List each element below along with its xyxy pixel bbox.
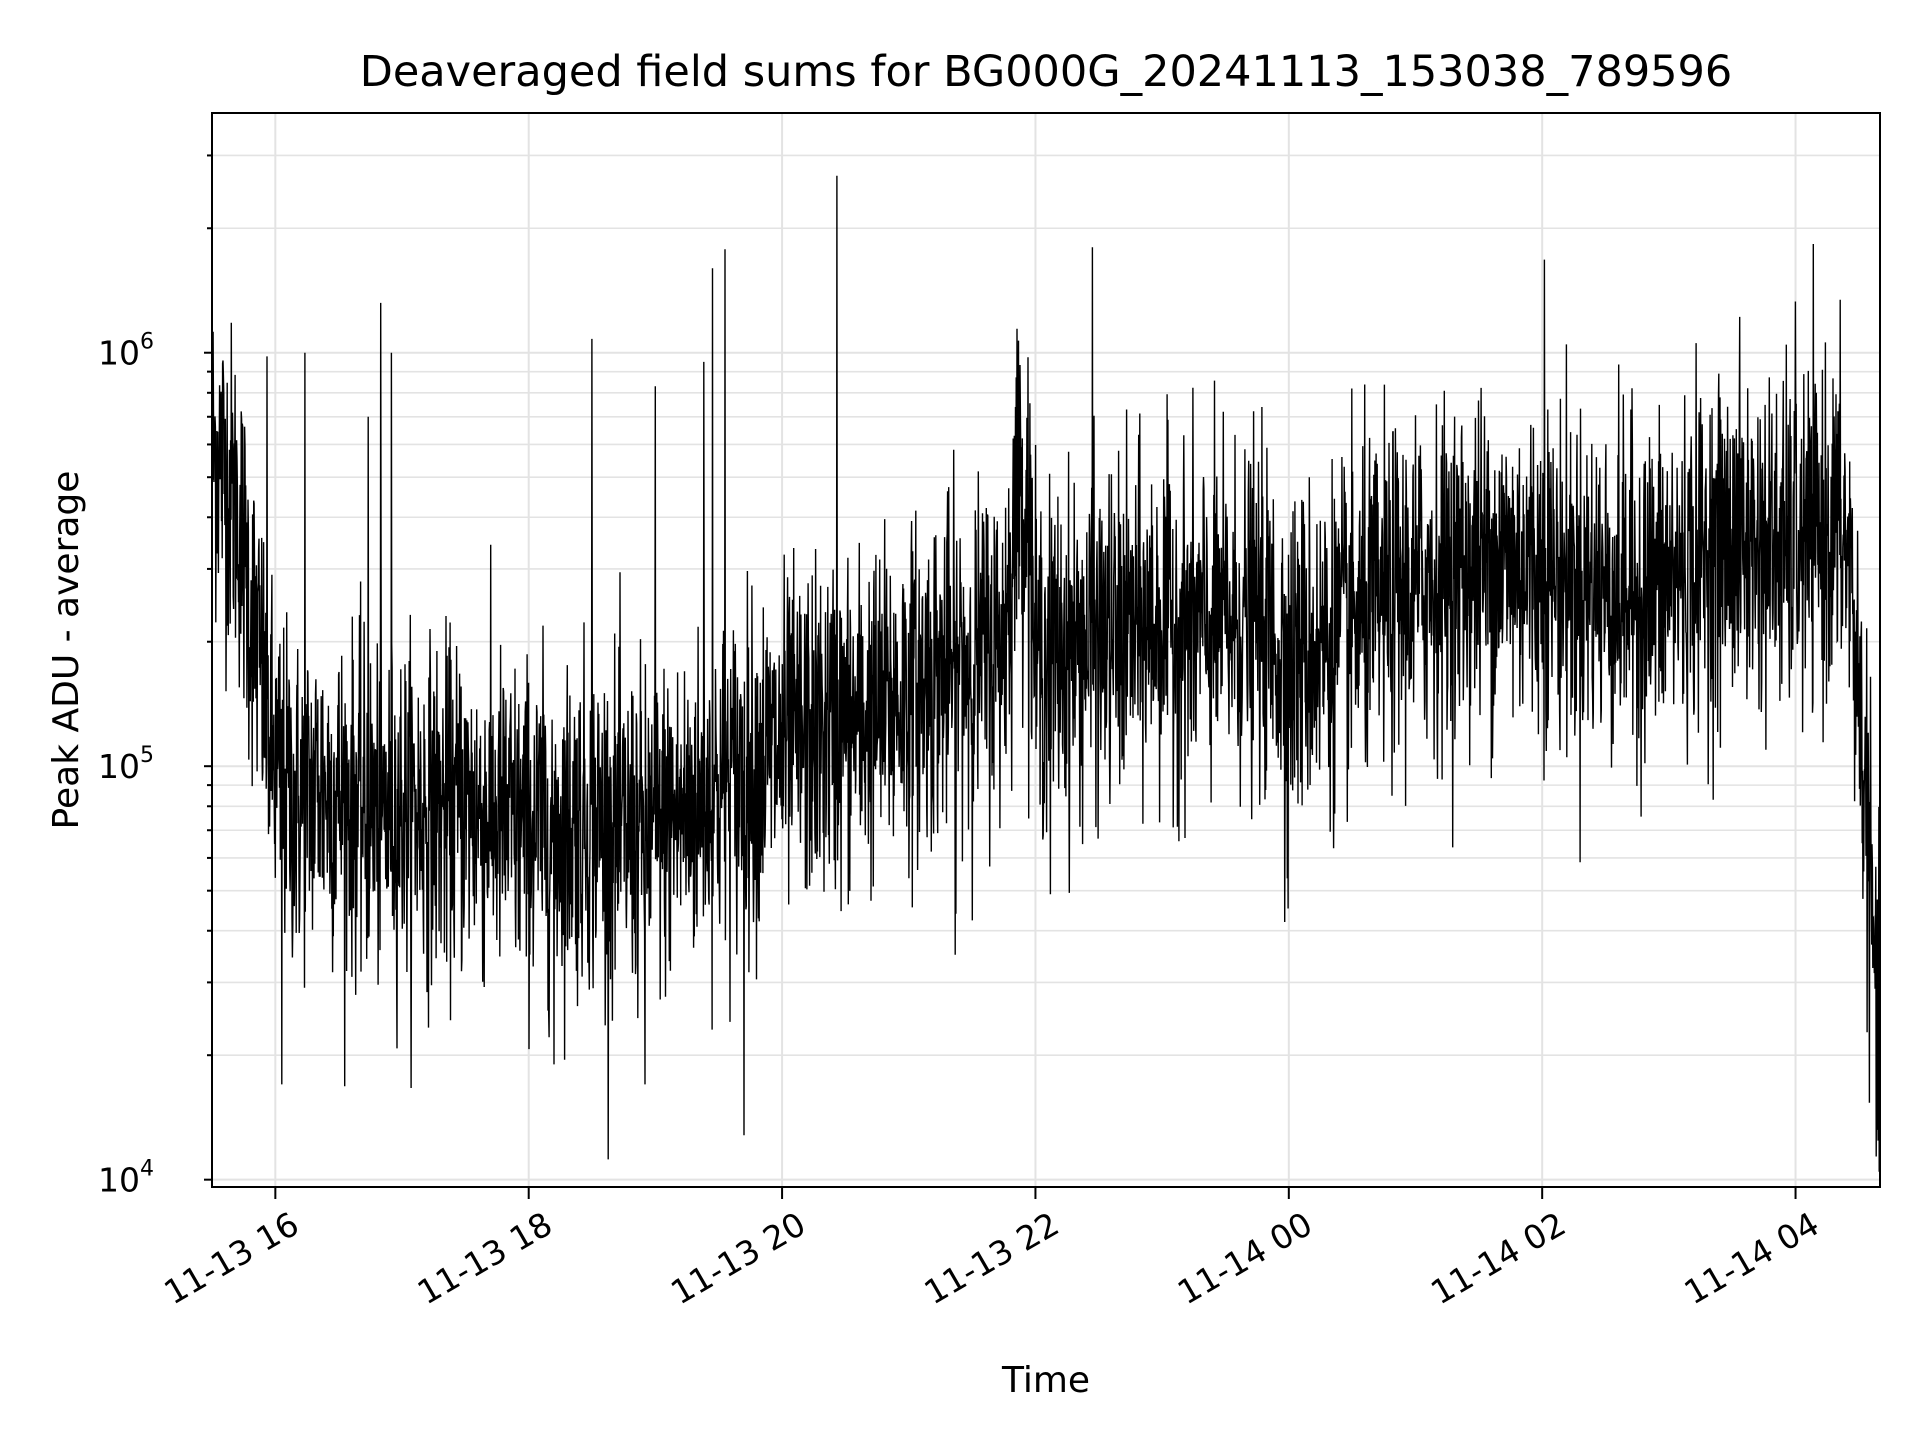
y-tick-label: 105	[98, 743, 154, 786]
y-tick-label: 106	[98, 330, 154, 373]
y-axis-label: Peak ADU - average	[46, 471, 87, 830]
plot-frame	[211, 112, 1881, 1188]
data-series	[211, 175, 1881, 1172]
chart-title: Deaveraged field sums for BG000G_2024111…	[360, 47, 1733, 97]
x-axis-label: Time	[1001, 1360, 1090, 1401]
y-tick-label: 104	[98, 1157, 154, 1200]
series-line	[211, 175, 1881, 1172]
